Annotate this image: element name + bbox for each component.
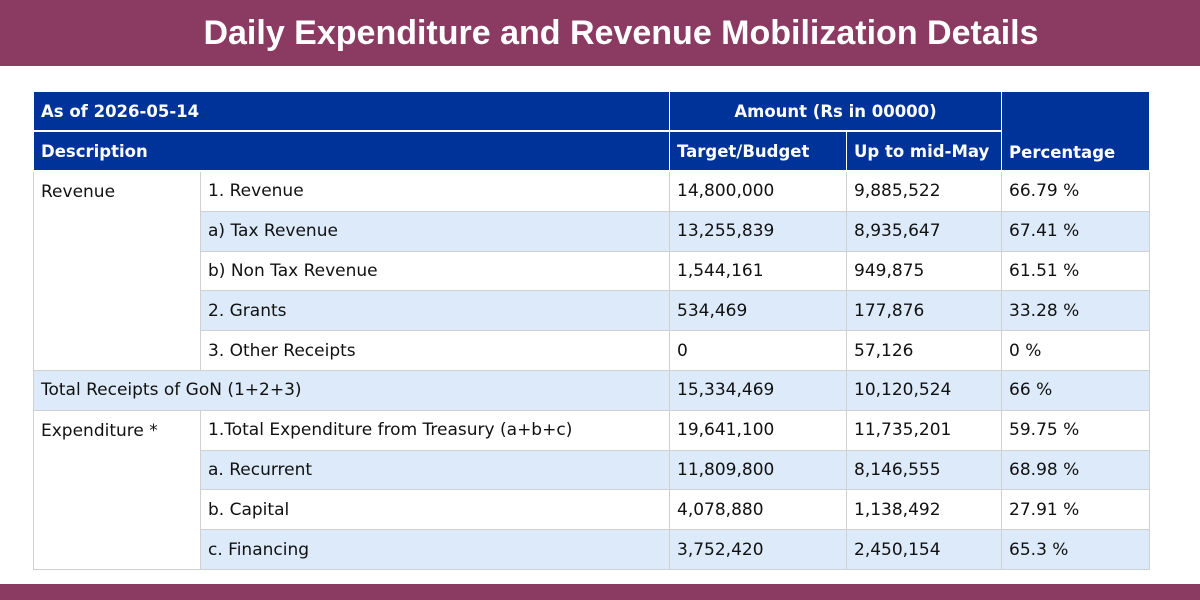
amount-header: Amount (Rs in 00000) [669, 91, 1003, 132]
expenditure-revenue-table: As of 2026-05-14 Amount (Rs in 00000) Pe… [32, 91, 1151, 570]
upto-cell: 177,876 [846, 290, 1003, 332]
as-of-date-header: As of 2026-05-14 [32, 91, 671, 132]
row-label: b. Capital [199, 489, 671, 531]
upto-cell: 1,138,492 [846, 489, 1003, 531]
percentage-cell: 67.41 % [1001, 210, 1151, 252]
upto-cell: 57,126 [846, 330, 1003, 371]
percentage-cell: 66.79 % [1001, 170, 1151, 212]
expenditure-group-label: Expenditure * [33, 409, 201, 570]
table-row: c. Financing 3,752,420 2,450,154 65.3 % [34, 529, 1151, 570]
row-label: 2. Grants [199, 290, 671, 332]
description-header: Description [32, 130, 671, 172]
title-banner: Daily Expenditure and Revenue Mobilizati… [0, 0, 1200, 66]
target-cell: 534,469 [669, 290, 848, 332]
target-cell: 13,255,839 [669, 210, 848, 252]
total-label: Total Receipts of GoN (1+2+3) [32, 369, 671, 411]
target-cell: 14,800,000 [669, 170, 848, 212]
target-cell: 4,078,880 [669, 489, 848, 531]
target-cell: 0 [669, 330, 848, 371]
table-row: Expenditure * 1.Total Expenditure from T… [33, 409, 1151, 570]
page-title: Daily Expenditure and Revenue Mobilizati… [203, 14, 1039, 52]
percentage-cell: 27.91 % [1001, 489, 1151, 531]
up-to-mid-may-header: Up to mid-May [846, 130, 1003, 172]
table-row: a. Recurrent 11,809,800 8,146,555 68.98 … [34, 449, 1151, 491]
table-row: 2. Grants 534,469 177,876 33.28 % [34, 290, 1151, 332]
percentage-cell: 65.3 % [1001, 529, 1151, 570]
target-cell: 11,809,800 [669, 449, 848, 491]
table-row: b. Capital 4,078,880 1,138,492 27.91 % [34, 489, 1151, 531]
target-budget-header: Target/Budget [669, 130, 848, 172]
revenue-group-label: Revenue [33, 170, 201, 371]
percentage-cell: 59.75 % [1001, 409, 1151, 451]
total-row: Total Receipts of GoN (1+2+3) 15,334,469… [32, 369, 1151, 411]
upto-cell: 10,120,524 [846, 369, 1003, 411]
row-label: c. Financing [199, 529, 671, 570]
upto-cell: 2,450,154 [846, 529, 1003, 570]
percentage-cell: 0 % [1001, 330, 1151, 371]
row-label: a. Recurrent [199, 449, 671, 491]
upto-cell: 9,885,522 [846, 170, 1003, 212]
percentage-cell: 66 % [1001, 369, 1151, 411]
table-row: 3. Other Receipts 0 57,126 0 % [34, 330, 1151, 371]
row-label: 1.Total Expenditure from Treasury (a+b+c… [199, 409, 671, 451]
target-cell: 3,752,420 [669, 529, 848, 570]
upto-cell: 949,875 [846, 250, 1003, 292]
row-label: a) Tax Revenue [199, 210, 671, 252]
footer-banner [0, 584, 1200, 600]
table-row: a) Tax Revenue 13,255,839 8,935,647 67.4… [34, 210, 1151, 252]
percentage-cell: 33.28 % [1001, 290, 1151, 332]
target-cell: 15,334,469 [669, 369, 848, 411]
percentage-header: Percentage [1001, 91, 1151, 172]
row-label: 3. Other Receipts [199, 330, 671, 371]
row-label: 1. Revenue [199, 170, 671, 212]
target-cell: 1,544,161 [669, 250, 848, 292]
table-row: b) Non Tax Revenue 1,544,161 949,875 61.… [34, 250, 1151, 292]
upto-cell: 8,935,647 [846, 210, 1003, 252]
upto-cell: 8,146,555 [846, 449, 1003, 491]
percentage-cell: 68.98 % [1001, 449, 1151, 491]
table-row: Revenue 1. Revenue 14,800,000 9,885,522 … [33, 170, 1151, 371]
percentage-cell: 61.51 % [1001, 250, 1151, 292]
target-cell: 19,641,100 [669, 409, 848, 451]
row-label: b) Non Tax Revenue [199, 250, 671, 292]
upto-cell: 11,735,201 [846, 409, 1003, 451]
